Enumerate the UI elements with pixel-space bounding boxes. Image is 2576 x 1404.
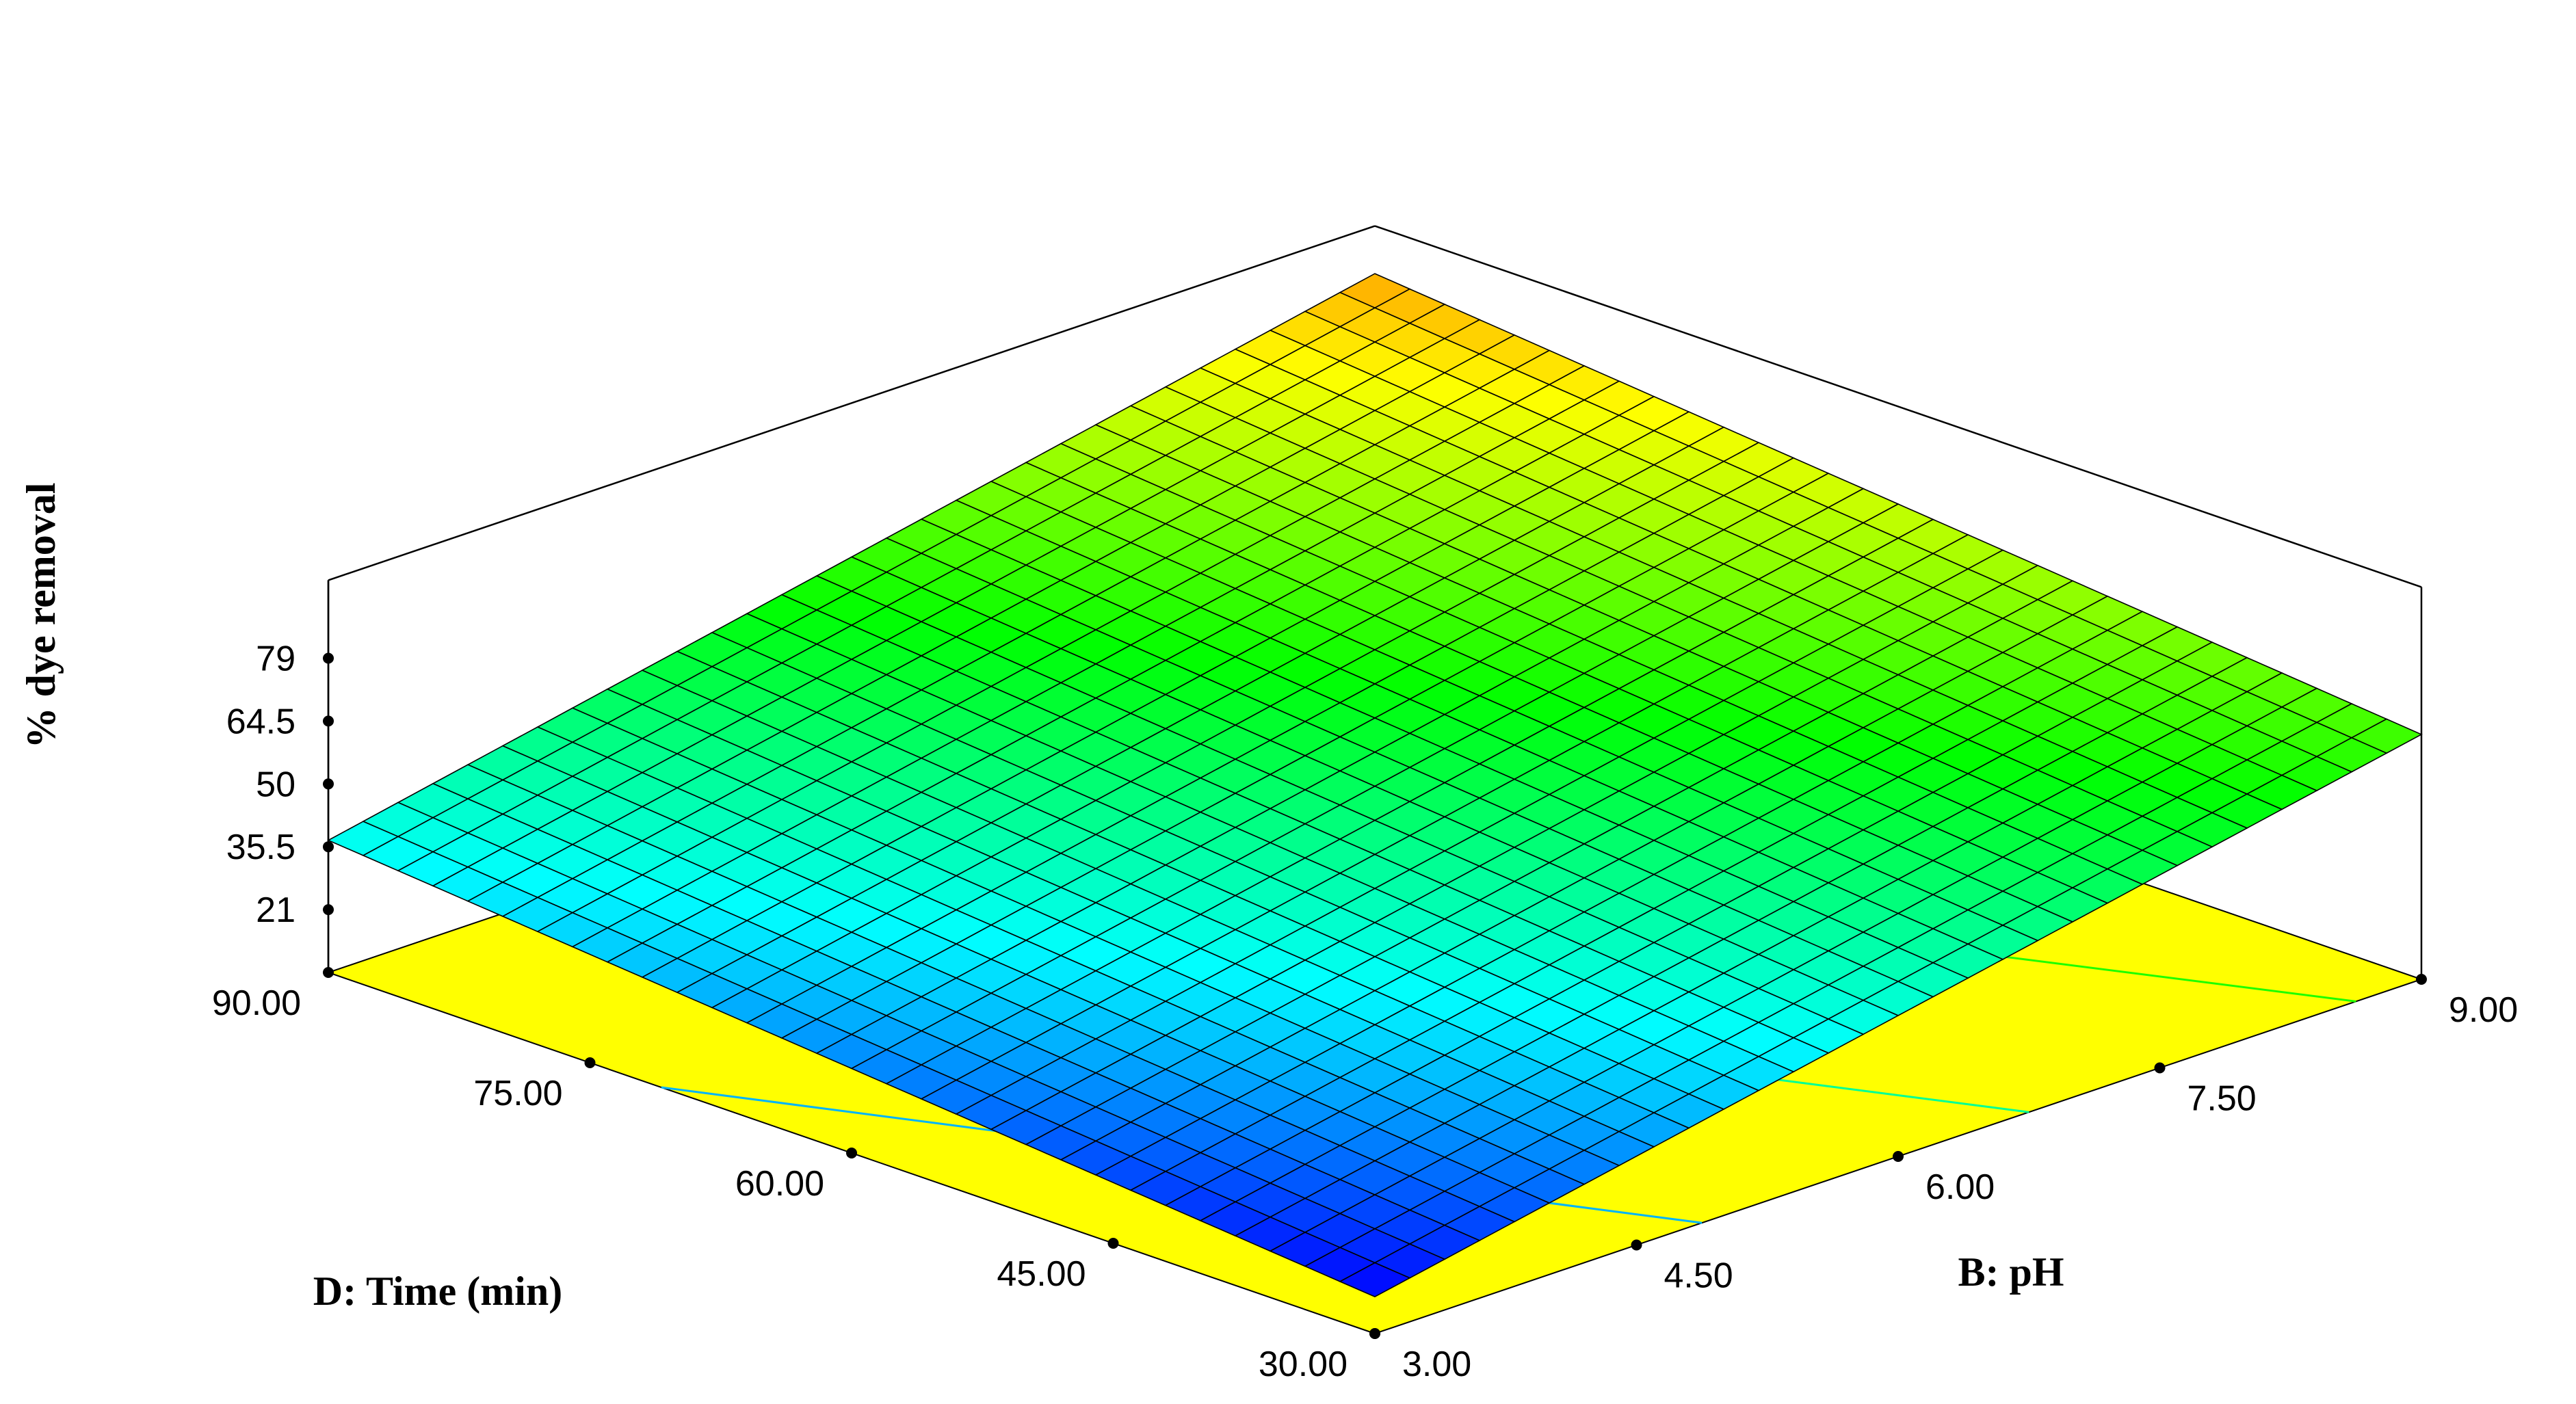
x-tick-label: 60.00 [735,1164,824,1204]
tick-mark [1369,1328,1380,1339]
tick-mark [323,841,334,853]
response-surface [327,273,2423,1297]
tick-mark [323,904,334,916]
y-tick-label: 6.00 [1926,1167,1995,1207]
tick-mark [1107,1238,1119,1249]
tick-mark [1893,1151,1904,1162]
z-tick-label: 79 [256,639,295,678]
tick-mark [323,715,334,727]
y-tick-label: 3.00 [1402,1345,1471,1384]
tick-mark [2416,974,2427,985]
surface-cell [1339,1262,1411,1297]
z-tick-label: 64.5 [226,702,295,741]
z-axis-title: % dye removal [18,483,64,749]
x-tick-label: 75.00 [473,1074,562,1113]
z-tick-label: 21 [256,890,295,930]
tick-mark [1631,1239,1642,1251]
y-tick-label: 4.50 [1664,1256,1733,1296]
tick-mark [2154,1062,2166,1074]
box-edge [328,225,1376,581]
y-tick-label: 9.00 [2449,990,2518,1030]
x-tick-label: 30.00 [1259,1345,1348,1384]
y-axis-title: B: pH [1958,1249,2064,1295]
tick-mark [323,652,334,664]
x-axis-title: D: Time (min) [313,1269,562,1314]
axis-ticks: 30.00 45.00 60.00 75.00 90.00 3.00 4.50 6.00 7.5… [212,580,2518,1384]
x-tick-label: 45.00 [997,1254,1086,1294]
z-tick-label: 35.5 [226,827,295,867]
z-tick-label: 50 [256,765,295,804]
box-edge [1374,225,2422,588]
x-tick-label: 90.00 [212,983,301,1023]
y-tick-label: 7.50 [2187,1079,2257,1119]
tick-mark [846,1148,857,1158]
tick-mark [323,778,334,790]
tick-mark [584,1057,596,1068]
